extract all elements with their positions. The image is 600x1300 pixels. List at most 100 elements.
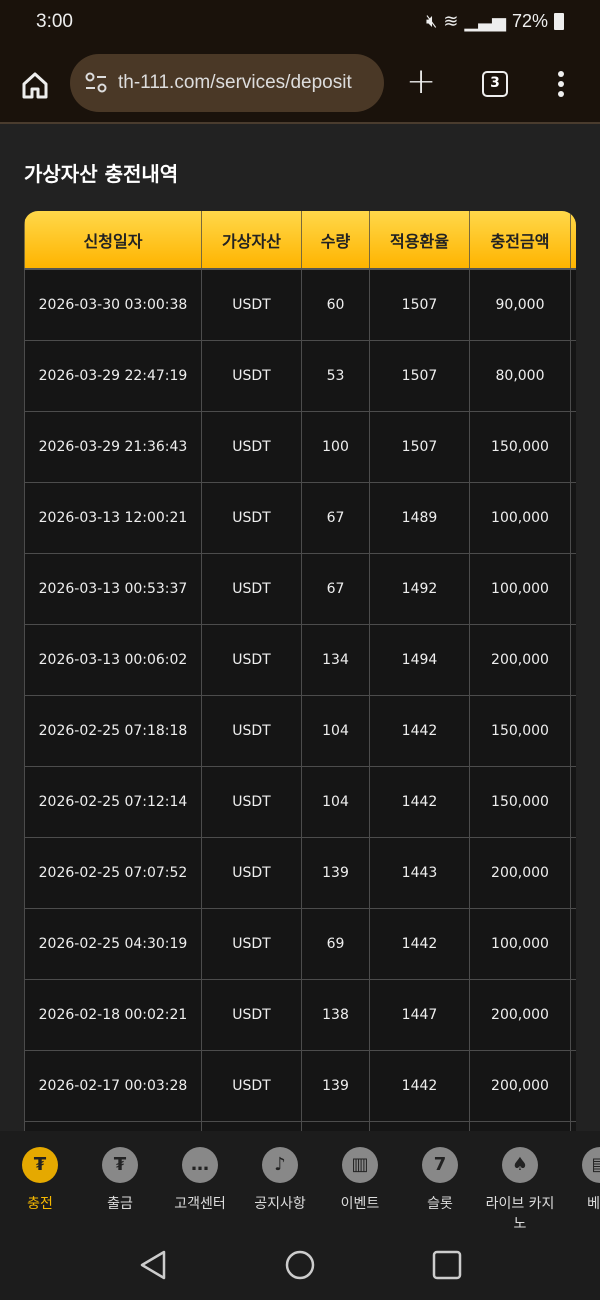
table-cell: 100,000 [469,907,571,980]
table-cell: USDT [201,623,302,696]
nav-item[interactable]: ♪ 공지사항 [240,1131,320,1231]
tether-deposit-icon: ₮ [22,1147,58,1183]
table-cell: 139 [301,1049,370,1122]
nav-item-label: 슬롯 [427,1196,453,1212]
table-cell: USDT [201,1049,302,1122]
nav-item-label: 공지사항 [254,1196,306,1212]
table-cell: USDT [201,978,302,1051]
new-tab-icon[interactable]: + [406,61,437,102]
table-cell: 2026-03-13 00:06:02 [24,623,202,696]
table-cell: 2026-02-17 00:03:28 [24,1049,202,1122]
gift-icon: ▥ [342,1147,378,1183]
mute-icon: 🔇︎ [426,11,438,31]
recents-icon[interactable] [432,1250,462,1280]
table-cell: 67 [301,481,370,554]
table-cell: 104 [301,765,370,838]
column-header: 충전금액 [469,211,571,270]
nav-item[interactable]: … 고객센터 [160,1131,240,1231]
home-icon[interactable] [20,70,50,100]
wifi-icon: ≋ [443,11,459,31]
page-title: 가상자산 충전내역 [24,162,179,186]
table-cell-extra [570,623,576,696]
table-cell-extra [570,694,576,767]
table-row: 2026-02-17 00:03:28 USDT 139 1442 200,000 [24,1049,576,1122]
table-row: 2026-03-30 03:00:38 USDT 60 1507 90,000 [24,268,576,341]
nav-item[interactable]: ▥ 이벤트 [320,1131,400,1231]
table-cell: USDT [201,339,302,412]
table-cell [201,1120,302,1131]
table-cell-extra [570,978,576,1051]
table-cell: USDT [201,836,302,909]
nav-item-label: 충전 [27,1196,53,1212]
table-row: 2026-02-25 07:18:18 USDT 104 1442 150,000 [24,694,576,767]
table-cell-extra [570,1049,576,1122]
table-cell: 1442 [369,694,470,767]
table-cell-extra [570,268,576,341]
table-cell: 134 [301,623,370,696]
table-cell [301,1120,370,1131]
table-cell: 2026-03-29 22:47:19 [24,339,202,412]
table-row: 2026-03-29 22:47:19 USDT 53 1507 80,000 [24,339,576,412]
tether-withdraw-icon: ₮ [102,1147,138,1183]
table-cell-extra [570,552,576,625]
table-cell: 150,000 [469,694,571,767]
table-cell: 100,000 [469,481,571,554]
table-row [24,1120,576,1131]
nav-item[interactable]: ₮ 출금 [80,1131,160,1231]
table-cell: 2026-03-29 21:36:43 [24,410,202,483]
table-cell: 1492 [369,552,470,625]
table-cell: 139 [301,836,370,909]
table-cell: 138 [301,978,370,1051]
site-settings-icon[interactable] [84,72,108,94]
table-cell [469,1120,571,1131]
table-cell: 1442 [369,1049,470,1122]
system-nav-bar [0,1231,600,1300]
table-cell: USDT [201,268,302,341]
table-cell: 104 [301,694,370,767]
column-header: 수량 [301,211,370,270]
table-cell: 90,000 [469,268,571,341]
table-cell: 1507 [369,410,470,483]
table-cell: 1507 [369,268,470,341]
nav-item-label: 라이브 카지노 [485,1196,555,1231]
table-row: 2026-02-25 04:30:19 USDT 69 1442 100,000 [24,907,576,980]
table-cell: 67 [301,552,370,625]
table-cell: 2026-02-25 04:30:19 [24,907,202,980]
table-cell: 2026-02-18 00:02:21 [24,978,202,1051]
more-menu-icon[interactable] [556,68,566,101]
home-nav-icon[interactable] [285,1250,315,1280]
nav-item[interactable]: ♠ 라이브 카지노 [480,1131,560,1231]
table-cell-extra [570,339,576,412]
signal-icon: ▁▃▅ [464,11,506,31]
tab-switcher-button[interactable]: 3 [482,71,508,97]
clock: 3:00 [36,11,73,32]
url-text[interactable]: th-111.com/services/deposit [118,72,352,93]
table-row: 2026-02-25 07:07:52 USDT 139 1443 200,000 [24,836,576,909]
betting-icon: ▤ [582,1147,600,1183]
table-row: 2026-03-13 00:53:37 USDT 67 1492 100,000 [24,552,576,625]
nav-item[interactable]: 7 슬롯 [400,1131,480,1231]
table-cell: USDT [201,907,302,980]
back-icon[interactable] [138,1249,168,1281]
table-row: 2026-03-13 00:06:02 USDT 134 1494 200,000 [24,623,576,696]
table-cell [24,1120,202,1131]
table-cell: 1447 [369,978,470,1051]
nav-item[interactable]: ▤ 베팅 [560,1131,600,1231]
column-header: 신청일자 [24,211,202,270]
battery-percent: 72% [511,11,548,31]
address-bar[interactable]: th-111.com/services/deposit [70,54,384,112]
table-cell: 200,000 [469,1049,571,1122]
table-row: 2026-02-25 07:12:14 USDT 104 1442 150,000 [24,765,576,838]
table-cell: 69 [301,907,370,980]
table-cell: USDT [201,481,302,554]
table-cell: 53 [301,339,370,412]
column-header-extra [570,211,576,270]
table-cell-extra [570,1120,576,1131]
nav-item[interactable]: ₮ 충전 [0,1131,80,1231]
bottom-nav: ₮ 충전 ₮ 출금 … 고객센터 ♪ 공지사항 ▥ 이벤트 7 슬롯 ♠ 라이브 카지노 ▤ 베팅 [0,1131,600,1231]
table-cell: 2026-02-25 07:12:14 [24,765,202,838]
table-cell: 2026-03-30 03:00:38 [24,268,202,341]
slot-machine-icon: 7 [422,1147,458,1183]
table-cell: 2026-03-13 00:53:37 [24,552,202,625]
table-row: 2026-03-29 21:36:43 USDT 100 1507 150,000 [24,410,576,483]
